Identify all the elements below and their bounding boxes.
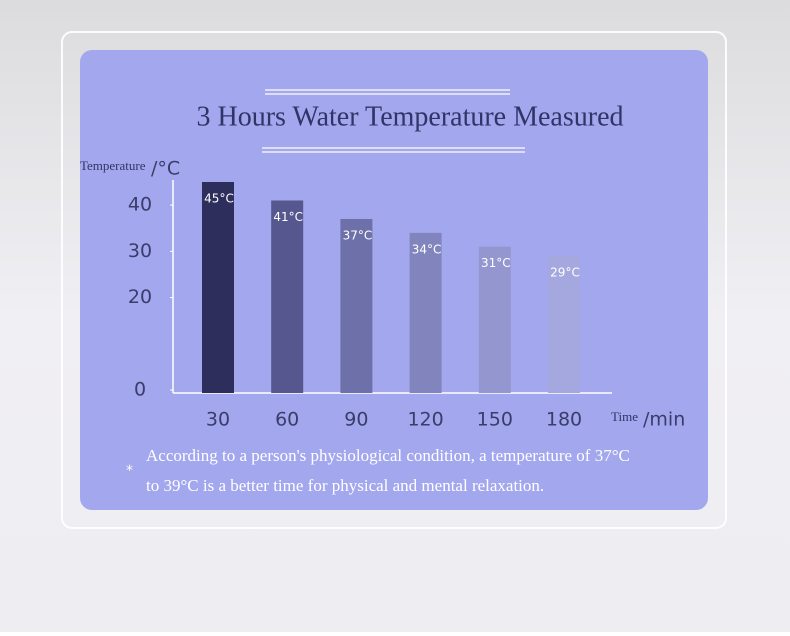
- x-axis-label: Time: [611, 409, 638, 424]
- y-tick-label: 20: [128, 286, 152, 308]
- y-tick-label: 40: [128, 194, 152, 216]
- panel: [80, 50, 708, 510]
- value-label: 45°C: [204, 192, 234, 206]
- value-label: 41°C: [273, 210, 303, 224]
- bar: [548, 255, 580, 393]
- bar: [340, 218, 373, 393]
- x-axis-unit: /min: [643, 409, 685, 431]
- y-tick-label: 0: [134, 379, 146, 401]
- value-label: 34°C: [412, 242, 442, 256]
- y-axis-unit: /°C: [151, 158, 180, 180]
- value-label: 29°C: [550, 265, 580, 279]
- x-tick-label: 150: [477, 409, 513, 431]
- title-ornament: [262, 89, 525, 153]
- x-tick-label: 30: [206, 409, 230, 431]
- bar: [409, 232, 442, 393]
- y-axis-label: Temperature: [80, 158, 146, 173]
- note-line: According to a person's physiological co…: [146, 446, 630, 465]
- bar: [202, 182, 234, 393]
- outer-frame: [61, 31, 727, 529]
- x-tick-label: 180: [546, 409, 582, 431]
- x-tick-label: 120: [407, 409, 443, 431]
- note-line: to 39°C is a better time for physical an…: [146, 476, 544, 495]
- x-tick-label: 90: [344, 409, 368, 431]
- bar: [271, 200, 304, 393]
- x-tick-label: 60: [275, 409, 299, 431]
- note-marker: *: [126, 463, 133, 479]
- y-tick-label: 30: [128, 240, 152, 262]
- chart-title: 3 Hours Water Temperature Measured: [196, 101, 623, 132]
- bar: [478, 246, 511, 393]
- value-label: 37°C: [343, 228, 373, 242]
- value-label: 31°C: [481, 256, 511, 270]
